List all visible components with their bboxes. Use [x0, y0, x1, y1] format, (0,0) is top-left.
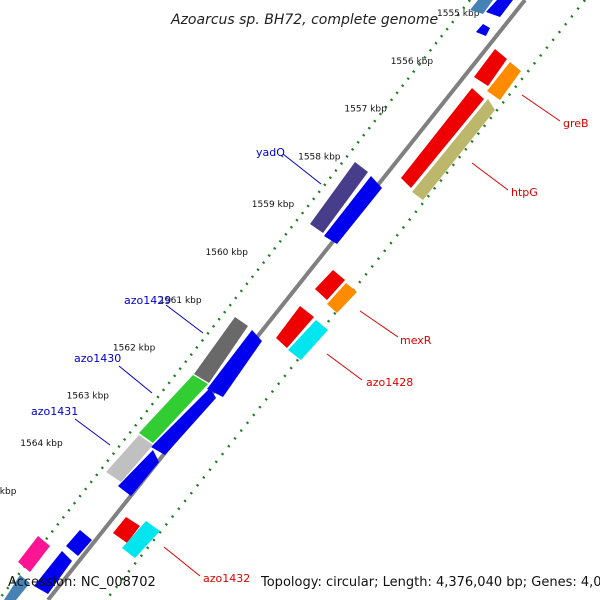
tick-label: 1563 kbp [67, 391, 110, 401]
feature-azo1429 [194, 317, 248, 383]
feature-steel-lower [4, 575, 30, 600]
feature-yadQ [310, 162, 368, 233]
genome-backbone [46, 0, 527, 600]
leader-azo1432 [163, 546, 201, 577]
feature-azo1431 [106, 435, 153, 482]
feature-cds-azo1431 [118, 450, 159, 496]
leader-lines [74, 94, 561, 577]
tick-label: 1564 kbp [20, 439, 63, 449]
feature-red-htpG [401, 88, 484, 188]
label-htpG: htpG [511, 186, 538, 199]
feature-cds-lower2 [34, 551, 72, 594]
feature-azo1432 [122, 521, 160, 558]
tick-label: 1557 kbp [344, 105, 387, 115]
leader-htpG [471, 162, 509, 191]
feature-mexR [327, 283, 357, 313]
feature-steel-top [470, 0, 493, 14]
label-azo1430: azo1430 [74, 352, 121, 365]
feature-cds-azo1429 [207, 330, 262, 397]
genome-summary-text: Topology: circular; Length: 4,376,040 bp… [260, 575, 600, 590]
leader-azo1428 [326, 353, 363, 381]
leader-azo1430 [118, 365, 153, 394]
label-azo1431: azo1431 [31, 405, 78, 418]
outer-tick-ring [0, 0, 471, 599]
leader-azo1429 [165, 304, 204, 334]
tick-label: 1558 kbp [298, 152, 341, 162]
feature-azo1428 [288, 320, 328, 360]
features-forward [4, 0, 513, 600]
accession-text: Accession: NC_008702 [8, 575, 156, 590]
feature-cds-lower [66, 530, 92, 556]
feature-cds-azo1430 [151, 388, 216, 455]
leader-greB [521, 94, 561, 122]
feature-htpG [412, 99, 495, 200]
label-azo1428: azo1428 [366, 376, 413, 389]
label-mexR: mexR [400, 334, 432, 347]
feature-red-mexR [315, 270, 345, 300]
tick-label: 1560 kbp [206, 248, 249, 258]
label-yadQ: yadQ [256, 146, 285, 159]
label-azo1429: azo1429 [124, 294, 171, 307]
features-reverse [113, 49, 521, 558]
leader-mexR [359, 310, 399, 338]
tick-label: 1565 kbp [0, 487, 17, 497]
tick-label: 1561 kbp [159, 296, 202, 306]
tick-label: 1559 kbp [252, 200, 295, 210]
leader-yadQ [282, 153, 322, 185]
gene-labels: yadQ azo1429 azo1430 azo1431 greB htpG m… [31, 117, 589, 585]
leader-azo1431 [74, 418, 111, 446]
tick-label: 1556 kbp [391, 57, 434, 67]
feature-cds-yadQ [324, 176, 382, 244]
map-title: Azoarcus sp. BH72, complete genome [170, 12, 438, 28]
feature-red-azo1432 [113, 517, 140, 543]
feature-greB-red [474, 49, 507, 86]
feature-magenta [18, 536, 50, 572]
tick-label: 1555 kbp [437, 9, 480, 19]
feature-cds-top [486, 0, 513, 17]
feature-red-azo1428 [276, 306, 314, 348]
label-greB: greB [563, 117, 589, 130]
label-azo1432: azo1432 [203, 572, 250, 585]
feature-azo1430 [139, 375, 208, 443]
feature-cds-top-small [476, 24, 490, 36]
feature-greB [487, 62, 521, 100]
tick-labels: 1555 kbp 1556 kbp 1557 kbp 1558 kbp 1559 kbp… [0, 9, 480, 497]
tick-label: 1562 kbp [113, 344, 156, 354]
